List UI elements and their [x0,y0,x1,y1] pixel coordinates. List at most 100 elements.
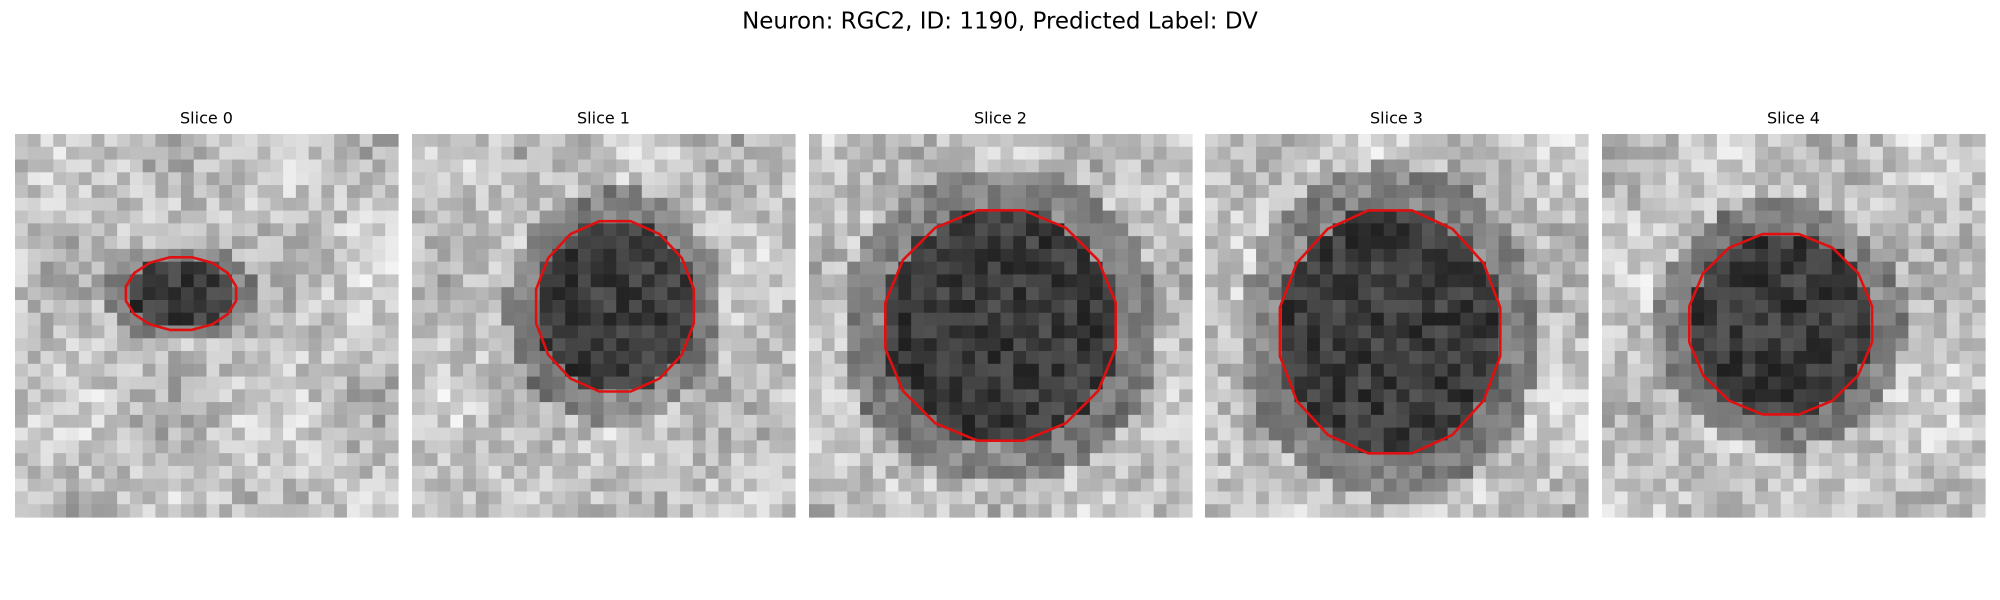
pixel [680,389,694,403]
pixel [936,197,951,212]
pixel [1038,159,1053,173]
pixel [1051,440,1065,454]
pixel [1026,338,1040,352]
pixel [1895,261,1909,276]
pixel [987,223,1002,237]
pixel [1319,236,1334,250]
pixel [603,414,617,429]
pixel [834,287,848,301]
pixel [577,159,592,173]
pixel [1013,504,1027,518]
pixel [872,453,887,467]
pixel [1268,287,1283,301]
pixel [974,376,989,390]
pixel [1857,465,1871,480]
pixel [641,134,656,148]
pixel [475,261,490,276]
pixel [769,389,783,403]
pixel [91,236,105,250]
pixel [91,427,105,441]
pixel [1473,376,1487,390]
pixel [1434,312,1449,327]
pixel [180,376,195,390]
pixel [27,172,42,186]
pixel [1179,287,1193,301]
pixel [346,453,361,467]
pixel [1345,389,1359,403]
pixel [1691,134,1705,148]
pixel [1549,146,1564,161]
pixel [809,299,823,314]
pixel [1370,325,1385,339]
pixel [1562,197,1576,212]
pixel [1000,376,1014,390]
pixel [53,312,67,327]
pixel [565,427,579,441]
pixel [769,453,783,467]
pixel [526,453,541,467]
pixel [1716,453,1731,467]
pixel [667,402,681,416]
pixel [1716,210,1731,224]
pixel [821,478,836,493]
pixel [1473,159,1487,173]
pixel [654,402,668,416]
pixel [346,236,361,250]
pixel [334,351,348,365]
pixel [463,504,477,518]
pixel [654,389,668,403]
pixel [1704,223,1718,237]
pixel [1678,185,1692,199]
pixel [526,389,541,403]
pixel [372,159,386,173]
pixel [180,210,195,224]
pixel [641,197,656,212]
pixel [911,287,925,301]
pixel [860,248,874,263]
pixel [1000,453,1014,467]
pixel [1498,197,1512,212]
pixel [1064,427,1078,441]
pixel [257,402,271,416]
pixel [1653,414,1667,429]
pixel [705,376,719,390]
pixel [40,312,54,327]
pixel [1102,146,1116,161]
pixel [1562,299,1576,314]
pixel [1205,402,1219,416]
slice-image [809,134,1193,518]
pixel [1000,414,1014,429]
pixel [1422,223,1436,237]
pixel [27,287,42,301]
pixel [232,491,246,505]
pixel [1409,299,1423,314]
pixel [1026,325,1040,339]
pixel [1895,325,1909,339]
pixel [987,389,1002,403]
pixel [321,491,335,505]
pixel [40,453,54,467]
pixel [1806,274,1820,288]
pixel [219,325,233,339]
pixel [1742,325,1756,339]
pixel [577,414,592,429]
pixel [1665,363,1680,378]
pixel [78,325,93,339]
pixel [885,210,899,224]
pixel [1653,427,1667,441]
pixel [1383,287,1398,301]
pixel [488,223,502,237]
pixel [15,376,29,390]
pixel [1038,287,1053,301]
pixel [129,248,144,263]
pixel [1281,134,1295,148]
pixel [680,210,694,224]
pixel [1026,134,1040,148]
pixel [1205,299,1219,314]
pixel [1921,465,1935,480]
pixel [1653,465,1667,480]
pixel [1870,363,1884,378]
pixel [1767,338,1782,352]
pixel [1653,453,1667,467]
pixel [385,248,399,263]
